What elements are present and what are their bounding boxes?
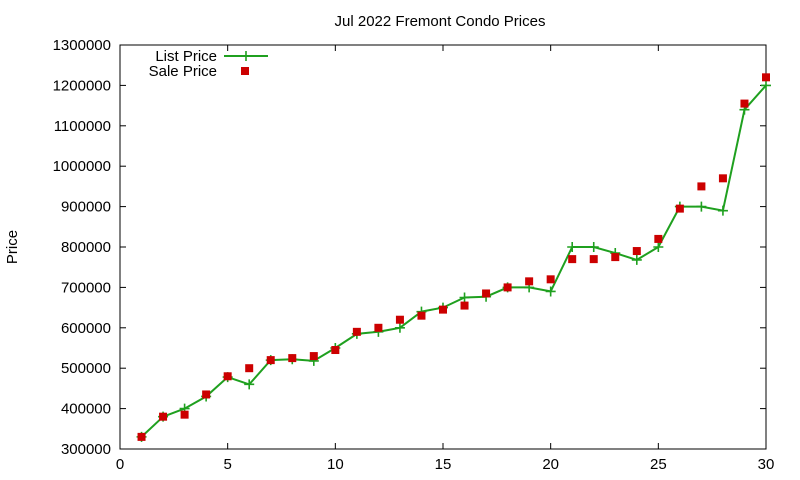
sale-price-point [245,364,254,373]
legend: List Price Sale Price [149,48,268,80]
sale-price-point [568,255,577,264]
y-tick-label: 800000 [61,239,111,256]
legend-swatch-sale-price [241,67,249,75]
sale-price-point [439,305,447,314]
list-price-point [394,322,405,333]
list-price-point [653,242,664,252]
sale-price-point [697,182,706,191]
list-price-point [761,80,771,91]
list-price-line [140,84,767,438]
x-tick-label: 20 [542,456,559,473]
sale-price-point [611,253,620,262]
y-tick-label: 1300000 [53,37,111,54]
sale-price-point [223,372,232,381]
sale-price-point [762,73,770,82]
sale-price-point [309,352,318,361]
list-price-point [588,242,599,252]
sale-price-point [288,354,297,363]
sale-price-point [395,315,404,324]
list-price-point [545,286,556,297]
sale-price-point [632,247,641,256]
y-tick-label: 1200000 [53,77,111,94]
sale-price-point [589,255,598,264]
list-price-point [717,205,728,216]
y-axis-label: Price [4,230,21,264]
sale-price-point [675,204,684,213]
y-tick-label: 1100000 [54,118,111,135]
x-tick-label: 15 [435,456,452,473]
x-tick-label: 30 [758,456,775,473]
x-tick-label: 0 [116,456,124,473]
y-tick-label: 700000 [61,279,111,296]
sale-price-point [503,283,512,292]
list-price-point [696,201,707,212]
sale-price-point [180,410,189,419]
chart-title: Jul 2022 Fremont Condo Prices [335,13,546,30]
sale-price-point [266,356,275,365]
sale-price-point [460,301,469,310]
sale-price-point [482,289,491,298]
list-price-point [459,292,470,303]
sale-price-point [137,432,146,441]
sale-price-point [654,234,663,243]
x-tick-label: 5 [223,456,231,473]
x-tick-label: 25 [650,456,667,473]
sale-price-point [202,390,211,399]
y-tick-label: 300000 [61,441,111,458]
list-price-point [567,242,578,252]
legend-label-sale-price: Sale Price [149,63,217,80]
sale-price-point [352,327,361,336]
sale-price-point [374,323,383,332]
sale-price-point [331,346,340,355]
legend-marker-list-price [241,51,251,61]
axis-ticks: 0 5 10 15 20 25 30 300000 400000 500000 600000 7000… [53,37,775,473]
sale-price-point [159,412,168,421]
legend-label-list-price: List Price [155,48,217,65]
sale-price-point [740,99,749,108]
y-tick-label: 1000000 [53,158,111,175]
y-tick-label: 500000 [61,360,111,377]
list-price-point [631,254,642,265]
sale-price-point [417,311,426,320]
sale-price-point [546,275,555,284]
sale-price-point [718,174,727,183]
sale-price-point [525,277,534,286]
series-layer [136,73,771,442]
y-tick-label: 600000 [61,320,111,337]
x-tick-label: 10 [327,456,344,473]
plot-frame [119,44,767,450]
y-tick-label: 400000 [61,401,111,418]
list-price-point [244,379,255,390]
y-tick-label: 900000 [61,199,111,216]
